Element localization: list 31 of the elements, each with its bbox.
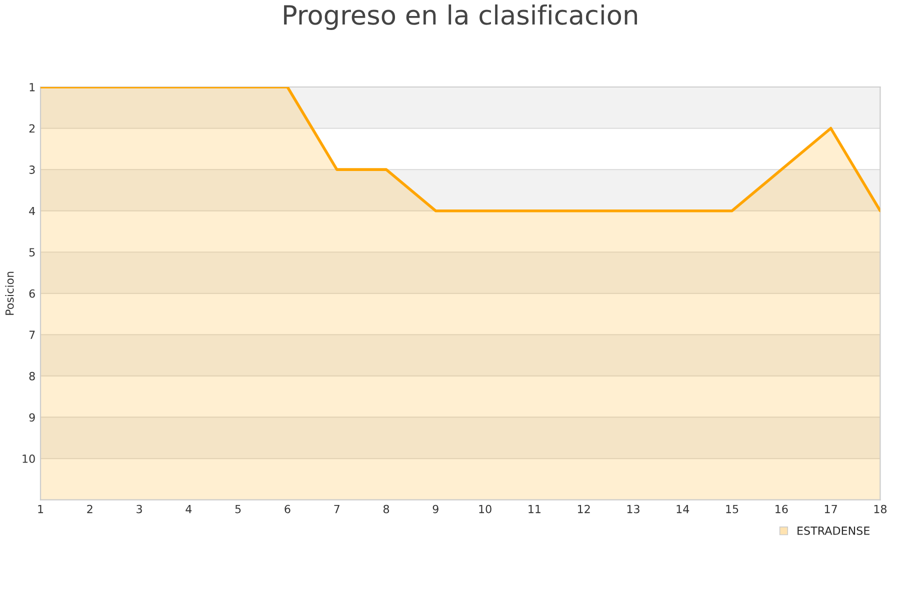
x-tick-label: 10	[479, 504, 492, 514]
x-tick-label: 17	[824, 505, 837, 514]
x-tick-label: 2	[87, 504, 92, 514]
y-axis-title: Posicion	[5, 272, 14, 315]
x-tick-label: 4	[186, 505, 192, 514]
x-tick-label: 6	[284, 504, 290, 514]
y-tick-label: 5	[29, 248, 35, 256]
chart-title: Progreso en la clasificacion	[284, 4, 637, 30]
legend-label: ESTRADENSE	[798, 526, 870, 535]
x-tick-label: 18	[874, 504, 887, 514]
x-tick-label: 5	[235, 505, 241, 514]
y-tick-label: 4	[29, 206, 36, 216]
y-tick-label: 8	[29, 372, 35, 380]
x-tick-label: 1	[38, 505, 44, 514]
y-tick-label: 10	[22, 454, 35, 463]
x-tick-label: 16	[776, 504, 788, 514]
x-tick-label: 11	[528, 505, 540, 514]
y-tick-label: 7	[29, 330, 35, 339]
x-tick-label: 9	[432, 504, 438, 514]
y-tick-label: 2	[29, 124, 35, 132]
y-tick-label: 3	[29, 166, 35, 174]
x-tick-label: 13	[627, 504, 640, 514]
x-tick-label: 8	[383, 504, 390, 514]
x-tick-label: 15	[726, 505, 738, 514]
x-tick-label: 3	[136, 504, 142, 514]
x-tick-label: 14	[676, 505, 690, 514]
x-tick-label: 7	[334, 505, 340, 514]
y-tick-label: 9	[29, 413, 35, 422]
x-tick-label: 12	[578, 504, 590, 514]
y-tick-label: 6	[29, 289, 35, 298]
y-tick-label: 1	[30, 83, 35, 92]
